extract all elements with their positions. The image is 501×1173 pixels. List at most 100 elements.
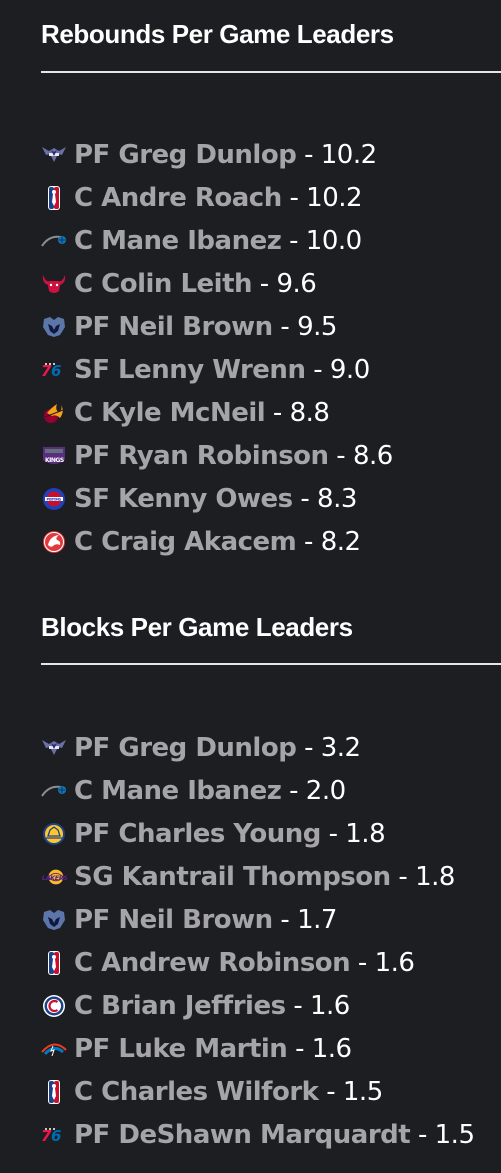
player-name-link[interactable]: C Charles Wilfork (74, 1076, 319, 1107)
value-separator: - (350, 947, 375, 978)
value-separator: - (281, 775, 306, 806)
player-name-link[interactable]: PF Greg Dunlop (74, 732, 297, 763)
value-separator: - (296, 526, 321, 557)
magic-logo-icon (41, 778, 67, 804)
rebounds-leader-row: C Mane Ibanez - 10.0 (41, 219, 393, 262)
kings-logo-icon: KINGS (41, 443, 67, 469)
player-name-link[interactable]: PF Ryan Robinson (74, 440, 329, 471)
stat-value: 1.5 (434, 1119, 475, 1150)
stat-value: 10.2 (306, 182, 363, 213)
value-separator: - (281, 182, 307, 213)
player-name-link[interactable]: C Andrew Robinson (74, 947, 351, 978)
value-separator: - (318, 1076, 343, 1107)
svg-text:7: 7 (41, 362, 52, 379)
svg-text:6: 6 (51, 362, 61, 379)
rebounds-title-divider (41, 71, 501, 73)
value-separator: - (281, 225, 306, 256)
heat-logo-icon (41, 400, 67, 426)
bulls-logo-icon (41, 271, 67, 297)
player-name-link[interactable]: PF Neil Brown (74, 904, 273, 935)
stat-value: 8.6 (352, 440, 393, 471)
blocks-leader-row: 7 6 PF DeShawn Marquardt - 1.5 (41, 1113, 475, 1156)
player-name-link[interactable]: PF Neil Brown (74, 311, 273, 342)
player-name-link[interactable]: C Brian Jeffries (74, 990, 286, 1021)
stat-value: 9.0 (329, 354, 370, 385)
grizzlies-logo-icon (41, 314, 67, 340)
rebounds-leader-row: C Craig Akacem - 8.2 (41, 520, 393, 563)
stat-value: 10.0 (305, 225, 362, 256)
svg-text:LAKERS: LAKERS (42, 873, 67, 881)
player-name-link[interactable]: C Andre Roach (74, 182, 282, 213)
player-name-link[interactable]: SF Lenny Wrenn (74, 354, 306, 385)
hawks-logo-icon (41, 529, 67, 555)
svg-text:6: 6 (51, 1127, 61, 1144)
value-separator: - (285, 990, 310, 1021)
value-separator: - (272, 311, 298, 342)
rebounds-section-title: Rebounds Per Game Leaders (41, 19, 394, 49)
rebounds-leader-row: C Kyle McNeil - 8.8 (41, 391, 393, 434)
value-separator: - (287, 1033, 312, 1064)
value-separator: - (296, 732, 321, 763)
player-name-link[interactable]: C Mane Ibanez (74, 775, 282, 806)
svg-text:7: 7 (41, 1127, 52, 1144)
rebounds-leaders-list: PF Greg Dunlop - 10.2 C Andre Roach - 10.… (41, 133, 393, 563)
stat-value: 1.6 (311, 1033, 352, 1064)
value-separator: - (292, 483, 318, 514)
blocks-leader-row: C Charles Wilfork - 1.5 (41, 1070, 475, 1113)
nba-logo-icon (41, 1079, 67, 1105)
nba-logo-icon (41, 185, 67, 211)
player-name-link[interactable]: C Kyle McNeil (74, 397, 266, 428)
player-name-link[interactable]: PF DeShawn Marquardt (74, 1119, 411, 1150)
stat-value: 1.5 (342, 1076, 383, 1107)
blocks-section-title: Blocks Per Game Leaders (41, 612, 353, 642)
player-name-link[interactable]: PF Charles Young (74, 818, 321, 849)
stat-value: 8.2 (320, 526, 361, 557)
rebounds-leader-row: PISTONS SF Kenny Owes - 8.3 (41, 477, 393, 520)
value-separator: - (272, 904, 298, 935)
value-separator: - (328, 440, 353, 471)
svg-text:KINGS: KINGS (45, 457, 64, 464)
stat-value: 8.8 (289, 397, 330, 428)
stat-value: 9.5 (297, 311, 337, 342)
svg-text:PISTONS: PISTONS (47, 497, 62, 501)
blocks-leader-row: PF Neil Brown - 1.7 (41, 898, 475, 941)
stat-value: 1.7 (297, 904, 337, 935)
value-separator: - (410, 1119, 435, 1150)
stat-value: 10.2 (320, 139, 377, 170)
value-separator: - (320, 818, 346, 849)
stat-value: 9.6 (276, 268, 317, 299)
stat-value: 1.8 (415, 861, 455, 892)
player-name-link[interactable]: SG Kantrail Thompson (74, 861, 391, 892)
stat-value: 2.0 (305, 775, 346, 806)
player-name-link[interactable]: C Colin Leith (74, 268, 253, 299)
player-name-link[interactable]: SF Kenny Owes (74, 483, 293, 514)
player-name-link[interactable]: C Mane Ibanez (74, 225, 282, 256)
player-name-link[interactable]: PF Greg Dunlop (74, 139, 297, 170)
player-name-link[interactable]: C Craig Akacem (74, 526, 297, 557)
hornets-logo-icon (41, 735, 67, 761)
rebounds-leader-row: C Andre Roach - 10.2 (41, 176, 393, 219)
blocks-leader-row: C Brian Jeffries - 1.6 (41, 984, 475, 1027)
thunder-logo-icon (41, 1036, 67, 1062)
value-separator: - (390, 861, 416, 892)
rebounds-leader-row: PF Greg Dunlop - 10.2 (41, 133, 393, 176)
warriors-logo-icon (41, 821, 67, 847)
blocks-title-divider (41, 663, 501, 665)
rebounds-leader-row: PF Neil Brown - 9.5 (41, 305, 393, 348)
lakers-logo-icon: LAKERS (41, 864, 67, 890)
player-name-link[interactable]: PF Luke Martin (74, 1033, 288, 1064)
rebounds-leader-row: 7 6 SF Lenny Wrenn - 9.0 (41, 348, 393, 391)
blocks-leader-row: C Andrew Robinson - 1.6 (41, 941, 475, 984)
stat-value: 1.6 (310, 990, 350, 1021)
stat-value: 1.6 (374, 947, 415, 978)
value-separator: - (305, 354, 330, 385)
value-separator: - (265, 397, 290, 428)
blocks-leader-row: PF Greg Dunlop - 3.2 (41, 726, 475, 769)
blocks-leader-row: PF Charles Young - 1.8 (41, 812, 475, 855)
value-separator: - (252, 268, 277, 299)
grizzlies-logo-icon (41, 907, 67, 933)
stat-value: 8.3 (317, 483, 357, 514)
blocks-leader-row: C Mane Ibanez - 2.0 (41, 769, 475, 812)
